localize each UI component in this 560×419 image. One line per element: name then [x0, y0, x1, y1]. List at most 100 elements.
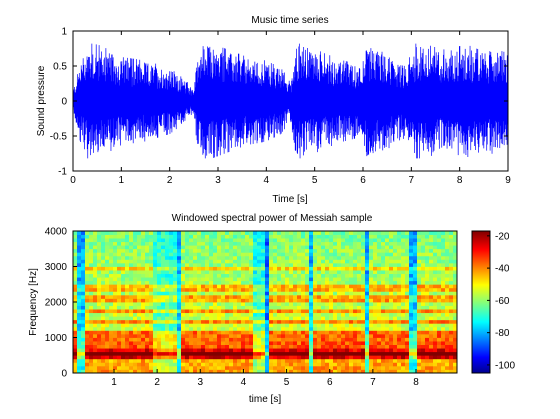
- spectrogram-cell: [365, 316, 370, 321]
- spectrogram-cell: [145, 259, 150, 264]
- spectrogram-cell: [77, 319, 82, 324]
- spectrogram-cell: [373, 248, 378, 253]
- spectrogram-cell: [137, 330, 142, 335]
- spectrogram-cell: [137, 245, 142, 250]
- spectrogram-cell: [381, 305, 386, 310]
- spectrogram-cell: [441, 330, 446, 335]
- spectrogram-cell: [305, 248, 310, 253]
- spectrogram-cell: [257, 277, 262, 282]
- spectrogram-cell: [393, 316, 398, 321]
- spectrogram-cell: [209, 312, 214, 317]
- spectrogram-cell: [133, 248, 138, 253]
- spectrogram-cell: [229, 291, 234, 296]
- spectrogram-cell: [181, 231, 186, 235]
- spectrogram-cell: [217, 302, 222, 306]
- spectrogram-cell: [149, 277, 154, 282]
- spectrogram-cell: [441, 266, 446, 271]
- spectrogram-cell: [381, 284, 386, 289]
- spectrogram-cell: [397, 270, 402, 274]
- spectrogram-cell: [269, 231, 274, 235]
- spectrogram-cell: [197, 362, 202, 367]
- spectrogram-cell: [165, 234, 170, 239]
- spectrogram-cell: [133, 266, 138, 271]
- spectrogram-cell: [93, 262, 98, 267]
- spectrogram-cell: [317, 284, 322, 289]
- spectrogram-cell: [449, 333, 454, 338]
- spectrogram-cell: [385, 348, 390, 353]
- spectrogram-cell: [409, 248, 414, 253]
- spectrogram-cell: [317, 365, 322, 370]
- spectrogram-cell: [89, 316, 94, 321]
- spectrogram-cell: [133, 280, 138, 285]
- spectrogram-cell: [257, 341, 262, 345]
- spectrogram-cell: [149, 369, 154, 374]
- spectrogram-cell: [137, 234, 142, 239]
- spectrogram-cell: [113, 362, 118, 367]
- spectrogram-cell: [341, 302, 346, 306]
- spectrogram-cell: [177, 262, 182, 267]
- spectrogram-cell: [169, 326, 174, 331]
- spectrogram-cell: [133, 231, 138, 235]
- spectrogram-cell: [137, 365, 142, 370]
- spectrogram-cell: [137, 266, 142, 271]
- spectrogram-cell: [293, 291, 298, 296]
- spectrogram-cell: [301, 319, 306, 324]
- spectrogram-cell: [337, 241, 342, 246]
- spectrogram-cell: [337, 305, 342, 310]
- spectrogram-cell: [281, 333, 286, 338]
- spectrogram-cell: [153, 344, 158, 349]
- spectrogram-cell: [361, 341, 366, 345]
- spectrogram-cell: [233, 362, 238, 367]
- spectrogram-cell: [373, 245, 378, 250]
- spectrogram-cell: [197, 330, 202, 335]
- spectrogram-cell: [393, 337, 398, 342]
- spectrogram-cell: [121, 266, 126, 271]
- spectrogram-cell: [241, 365, 246, 370]
- spectrogram-cell: [101, 309, 106, 314]
- spectrogram-cell: [157, 270, 162, 274]
- spectrogram-cell: [121, 365, 126, 370]
- spectrogram-cell: [409, 298, 414, 303]
- time-series-x-label: Time [s]: [272, 194, 307, 205]
- spectrogram-cell: [369, 341, 374, 345]
- spectrogram-cell: [221, 316, 226, 321]
- spectrogram-cell: [209, 344, 214, 349]
- spectrogram-cell: [433, 323, 438, 328]
- spectrogram-cell: [273, 262, 278, 267]
- spectrogram-cell: [421, 333, 426, 338]
- spectrogram-cell: [193, 326, 198, 331]
- spectrogram-cell: [165, 298, 170, 303]
- x-tick-label: 8: [457, 175, 463, 186]
- spectrogram-cell: [301, 291, 306, 296]
- spectrogram-cell: [389, 241, 394, 246]
- spectrogram-cell: [389, 305, 394, 310]
- spectrogram-cell: [341, 355, 346, 360]
- spectrogram-cell: [369, 252, 374, 257]
- spectrogram-cell: [229, 266, 234, 271]
- spectrogram-cell: [305, 252, 310, 257]
- spectrogram-cell: [185, 365, 190, 370]
- spectrogram-cell: [105, 245, 110, 250]
- spectrogram-cell: [109, 238, 114, 243]
- spectrogram-cell: [381, 266, 386, 271]
- spectrogram-cell: [313, 241, 318, 246]
- spectrogram-cell: [285, 341, 290, 345]
- spectrogram-cell: [249, 348, 254, 353]
- spectrogram-cell: [81, 298, 86, 303]
- spectrogram-cell: [129, 305, 134, 310]
- spectrogram-cell: [349, 273, 354, 278]
- spectrogram-cell: [349, 355, 354, 360]
- spectrogram-cell: [345, 302, 350, 306]
- spectrogram-cell: [141, 231, 146, 235]
- spectrogram-cell: [277, 333, 282, 338]
- spectrogram-cell: [109, 344, 114, 349]
- spectrogram-cell: [241, 287, 246, 292]
- spectrogram-cell: [197, 255, 202, 260]
- spectrogram-cell: [365, 287, 370, 292]
- spectrogram-cell: [421, 294, 426, 299]
- spectrogram-cell: [189, 305, 194, 310]
- spectrogram-cell: [433, 358, 438, 363]
- spectrogram-cell: [277, 365, 282, 370]
- spectrogram-cell: [425, 255, 430, 260]
